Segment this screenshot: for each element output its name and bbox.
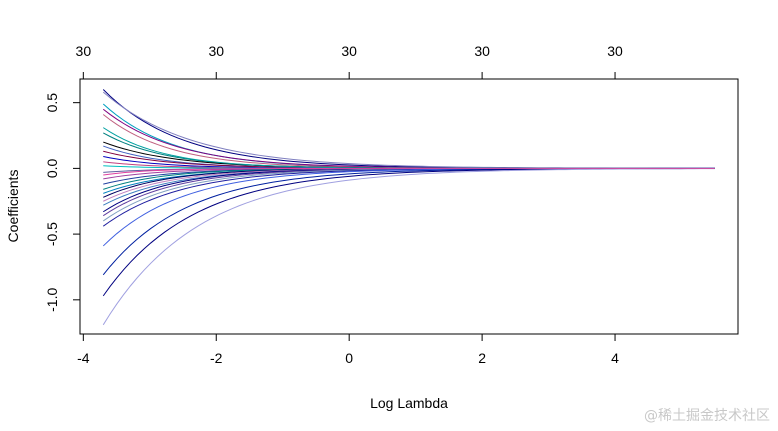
top-tick-label-0: 30 xyxy=(76,43,92,59)
watermark: @稀土掘金技术社区 xyxy=(644,408,770,424)
series-line-29 xyxy=(102,127,715,169)
series-line-2 xyxy=(102,91,715,169)
left-tick-label-1: -0.5 xyxy=(44,222,60,246)
top-tick-label-3: 30 xyxy=(474,43,490,59)
series-layer xyxy=(102,89,715,326)
bottom-tick-label-2: 0 xyxy=(345,350,353,366)
top-tick-label-2: 30 xyxy=(341,43,357,59)
left-tick-label-2: 0.0 xyxy=(44,158,60,178)
series-line-3 xyxy=(102,103,715,169)
bottom-axis: -4 -2 0 2 4 xyxy=(77,333,619,366)
y-axis-title: Coefficients xyxy=(5,170,21,243)
top-axis: 30 30 30 30 30 xyxy=(76,43,623,80)
series-line-27 xyxy=(102,168,715,297)
top-tick-label-4: 30 xyxy=(607,43,623,59)
series-line-8 xyxy=(103,145,715,169)
left-axis: -1.0 -0.5 0.0 0.5 xyxy=(44,93,81,312)
bottom-tick-label-4: 4 xyxy=(611,350,619,366)
left-tick-label-3: 0.5 xyxy=(44,93,60,113)
bottom-tick-label-3: 2 xyxy=(478,350,486,366)
bottom-tick-label-1: -2 xyxy=(210,350,223,366)
series-line-30 xyxy=(103,167,715,176)
x-axis-title: Log Lambda xyxy=(370,395,448,411)
left-tick-label-0: -1.0 xyxy=(44,288,60,312)
series-line-28 xyxy=(102,168,715,326)
bottom-tick-label-0: -4 xyxy=(77,350,90,366)
top-tick-label-1: 30 xyxy=(208,43,224,59)
plot-frame xyxy=(79,78,739,335)
series-line-26 xyxy=(102,167,715,276)
series-line-1 xyxy=(102,89,715,169)
series-line-25 xyxy=(102,167,715,247)
